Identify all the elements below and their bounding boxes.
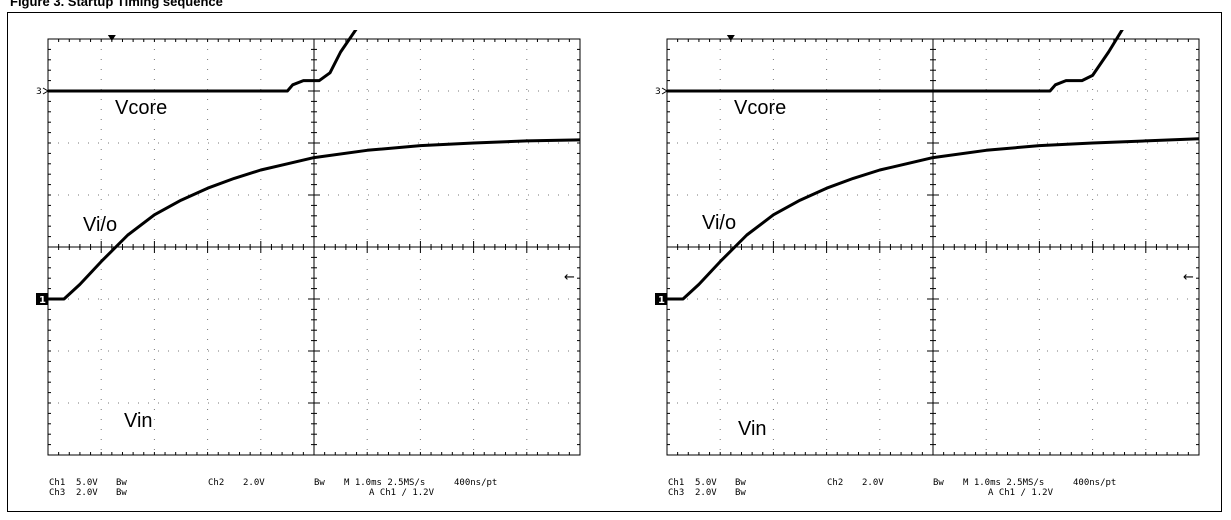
readout-resolution: 400ns/pt — [1073, 478, 1117, 488]
readout-ch2: Ch2 — [827, 478, 844, 488]
readout-bw2: Bw — [314, 478, 325, 488]
trigger-level-marker: ← — [564, 270, 575, 285]
trace-vio — [667, 30, 1124, 93]
readout-ch3: Ch3 — [49, 488, 66, 498]
figure-caption: Figure 3. Startup Timing sequence — [10, 0, 223, 9]
scope-plot-left: 231← — [36, 30, 581, 456]
trace-vin — [667, 137, 1200, 301]
readout-ch3-scale: 2.0V — [76, 488, 98, 498]
readout-bw1: Bw — [735, 478, 746, 488]
scope-capture-right: 231← Vcore Vi/o Vin Ch1 5.0V Bw Ch2 2.0V… — [655, 30, 1205, 513]
channel-3-marker: 3 — [655, 87, 661, 97]
label-vio: Vi/o — [702, 212, 737, 234]
readout-trigger: A Ch1 ∕ 1.2V — [369, 488, 435, 498]
readout-bw1: Bw — [116, 478, 127, 488]
readout-ch2: Ch2 — [208, 478, 225, 488]
channel-1-marker-box — [655, 293, 667, 305]
channel-1-marker: 1 — [658, 295, 665, 306]
readout-resolution: 400ns/pt — [454, 478, 498, 488]
label-vcore: Vcore — [115, 97, 168, 119]
trace-vin — [48, 138, 581, 301]
readout-bw3: Bw — [735, 488, 746, 498]
channel-3-marker: 3 — [36, 87, 42, 97]
readout-ch1: Ch1 — [668, 478, 685, 488]
readout-ch1-scale: 5.0V — [695, 478, 717, 488]
channel-1-marker: 1 — [39, 295, 46, 306]
channel-marker-arrow — [661, 87, 668, 95]
readout-ch3: Ch3 — [668, 488, 685, 498]
readout-trigger: A Ch1 ∕ 1.2V — [988, 488, 1054, 498]
trigger-position-marker — [107, 35, 116, 41]
scope-plot-right: 231← — [655, 30, 1200, 456]
readout-bw2: Bw — [933, 478, 944, 488]
readout-ch2-scale: 2.0V — [243, 478, 265, 488]
readout-timebase: M 1.0ms 2.5MS/s — [344, 478, 426, 488]
readout-ch1: Ch1 — [49, 478, 66, 488]
readout-ch3-scale: 2.0V — [695, 488, 717, 498]
label-vin: Vin — [738, 418, 767, 440]
channel-1-marker-box — [36, 293, 48, 305]
trace-vio — [48, 30, 358, 93]
readout-ch2-scale: 2.0V — [862, 478, 884, 488]
readout-bw3: Bw — [116, 488, 127, 498]
label-vin: Vin — [124, 410, 153, 432]
label-vio: Vi/o — [83, 214, 118, 236]
readout-ch1-scale: 5.0V — [76, 478, 98, 488]
readout-timebase: M 1.0ms 2.5MS/s — [963, 478, 1045, 488]
scope-capture-left: 231← Vcore Vi/o Vin Ch1 5.0V Bw Ch2 2.0V… — [36, 30, 586, 513]
trigger-level-marker: ← — [1183, 270, 1194, 285]
channel-marker-arrow — [42, 87, 49, 95]
figure-frame — [7, 12, 1222, 512]
label-vcore: Vcore — [734, 97, 787, 119]
trigger-position-marker — [726, 35, 735, 41]
